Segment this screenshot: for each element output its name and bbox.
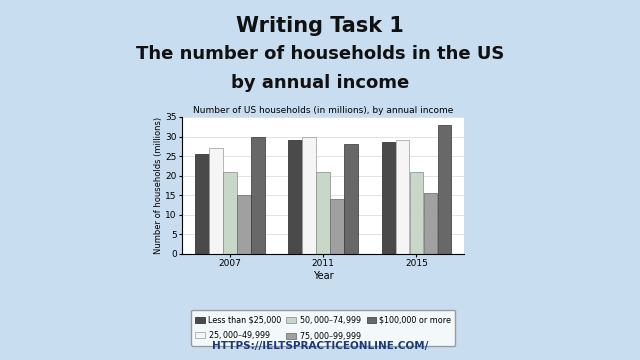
Text: The number of households in the US: The number of households in the US [136, 45, 504, 63]
Y-axis label: Number of households (millions): Number of households (millions) [154, 117, 163, 254]
Bar [330, 199, 344, 254]
Bar [344, 144, 358, 254]
Bar [209, 148, 223, 254]
Text: Writing Task 1: Writing Task 1 [236, 16, 404, 36]
Bar [195, 154, 209, 254]
Legend: Less than $25,000, $25,000–$49,999, $50,000–$74,999, $75,000–$99,999, $100,000 o: Less than $25,000, $25,000–$49,999, $50,… [191, 310, 456, 346]
Bar [410, 172, 423, 254]
Bar [396, 140, 409, 254]
Bar [424, 193, 437, 254]
Bar [303, 136, 316, 254]
Bar [237, 195, 251, 254]
Text: HTTPS://IELTSPRACTICEONLINE.COM/: HTTPS://IELTSPRACTICEONLINE.COM/ [212, 341, 428, 351]
Bar [438, 125, 451, 254]
Bar [381, 143, 396, 254]
Text: by annual income: by annual income [231, 74, 409, 92]
X-axis label: Year: Year [313, 271, 333, 281]
Bar [223, 172, 237, 254]
Bar [289, 140, 302, 254]
Bar [316, 172, 330, 254]
Title: Number of US households (in millions), by annual income: Number of US households (in millions), b… [193, 106, 453, 115]
Bar [251, 136, 265, 254]
